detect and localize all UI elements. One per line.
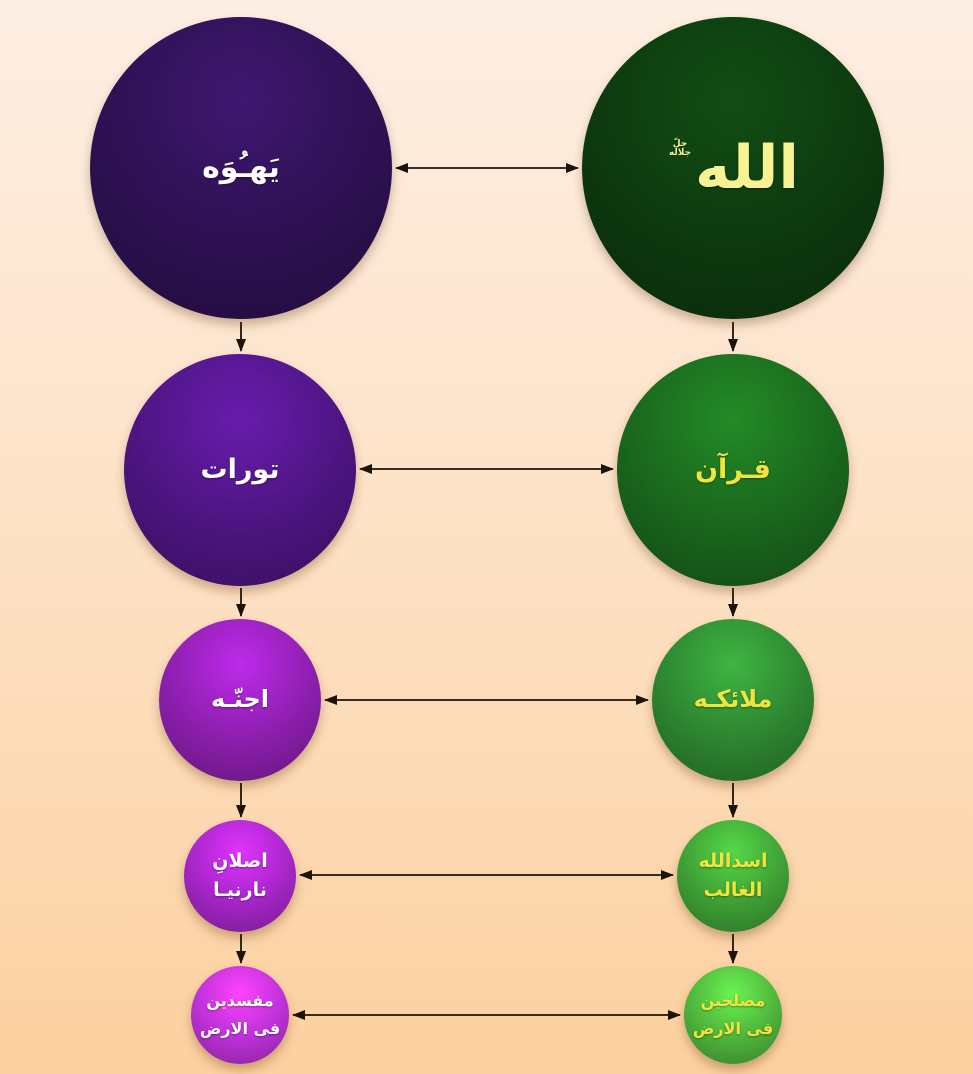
node-jinn-label: اجنّـه [210,685,270,714]
node-yahweh: يَهـُوَه [90,17,392,319]
node-quran: قـرآن [617,354,849,586]
node-allah: جلّ جلاله الله [582,17,884,319]
node-asadullah-alghalib: اسدالله الغالب [677,820,789,932]
node-asadullah-alghalib-label: اسدالله الغالب [698,849,768,901]
node-jinn: اجنّـه [159,619,321,781]
allah-calligraphy: جلّ جلاله الله [667,138,799,198]
node-reformers-on-earth: مصلحين فى الارض [684,966,782,1064]
node-aslan-narnia: اصلانِ نارنيـا [184,820,296,932]
jalla-jalaluhu-ornament: جلّ جلاله [668,139,692,158]
node-angels: ملائكـه [652,619,814,781]
node-yahweh-label: يَهـُوَه [202,149,280,185]
node-allah-label: الله [695,133,799,203]
node-aslan-narnia-label: اصلانِ نارنيـا [212,849,268,901]
node-corrupters-on-earth: مفسدين فى الارض [191,966,289,1064]
node-torah-label: تورات [200,454,280,486]
node-quran-label: قـرآن [694,454,771,486]
node-angels-label: ملائكـه [693,685,773,714]
node-torah: تورات [124,354,356,586]
node-corrupters-on-earth-label: مفسدين فى الارض [199,991,281,1038]
node-reformers-on-earth-label: مصلحين فى الارض [692,991,774,1038]
